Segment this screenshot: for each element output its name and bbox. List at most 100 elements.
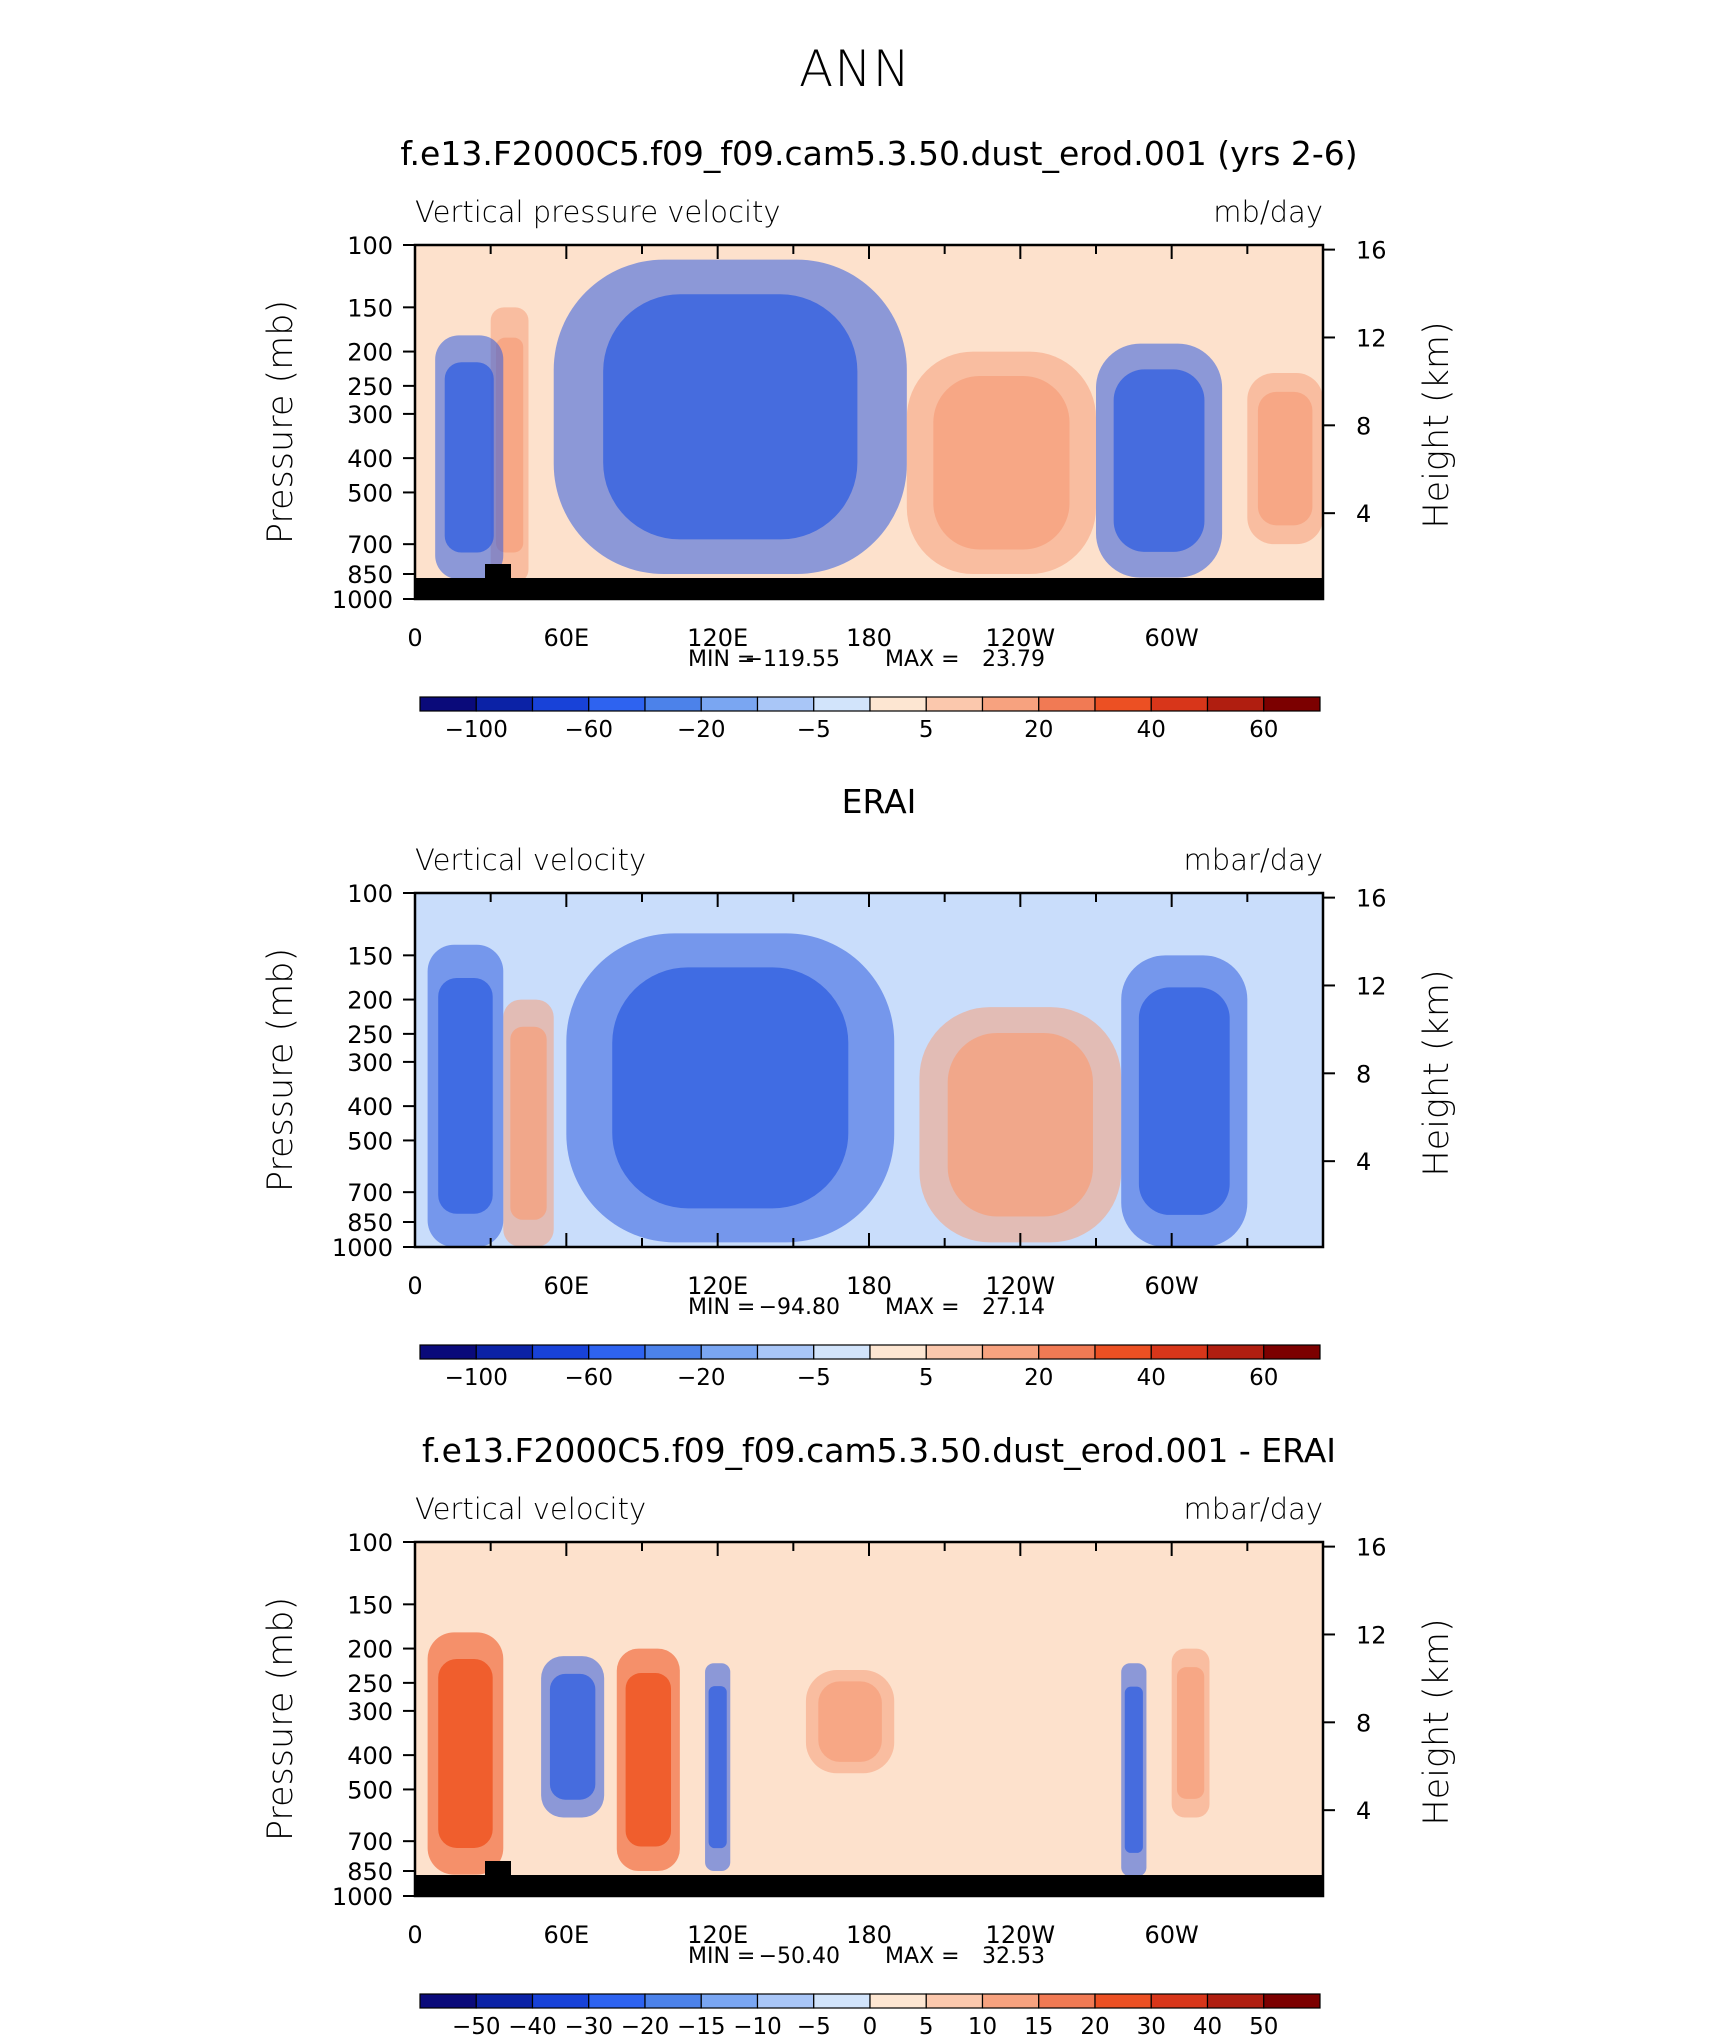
field-layer xyxy=(415,893,1323,1247)
y-tick-label: 150 xyxy=(347,1591,393,1619)
stat-max-label: MAX = xyxy=(885,1295,960,1320)
y-tick-label: 100 xyxy=(347,232,393,260)
colorbar-box xyxy=(700,696,759,712)
y-axis-title: Pressure (mb) xyxy=(261,948,301,1192)
y-tick-label: 500 xyxy=(347,479,393,507)
y-tick-label: 850 xyxy=(347,1858,393,1886)
colorbar-box xyxy=(1150,696,1209,712)
chart-panel-1: f.e13.F2000C5.f09_f09.cam5.3.50.dust_ero… xyxy=(261,134,1457,743)
y2-tick-label: 16 xyxy=(1356,885,1387,913)
colorbar-box xyxy=(419,1993,477,2009)
y-tick-label: 850 xyxy=(347,561,393,589)
stat-min-label: MIN = xyxy=(688,1944,755,1969)
colorbar-label: 40 xyxy=(1137,717,1166,743)
left-string: Vertical velocity xyxy=(415,1492,646,1526)
x-tick-label: 120W xyxy=(986,1921,1056,1949)
x-tick-label: 60E xyxy=(543,624,589,652)
y2-tick-label: 12 xyxy=(1356,972,1387,1000)
y2-axis-title: Height (km) xyxy=(1417,321,1457,528)
stat-min-value: −50.40 xyxy=(759,1944,840,1969)
field-region-6-inner xyxy=(1257,391,1313,526)
y-tick-label: 700 xyxy=(347,1179,393,1207)
colorbar-label: 60 xyxy=(1249,1365,1278,1391)
field-region-5-inner xyxy=(818,1681,882,1762)
y2-tick-label: 8 xyxy=(1356,1060,1371,1088)
field-region-4-inner xyxy=(947,1032,1093,1217)
colorbar-box xyxy=(588,1344,646,1360)
land-mask-bump xyxy=(485,564,511,580)
y2-tick-label: 12 xyxy=(1356,324,1387,352)
colorbar-box xyxy=(531,696,590,712)
field-region-5-inner xyxy=(1113,369,1205,552)
x-tick-label: 120W xyxy=(986,624,1056,652)
colorbar-box xyxy=(644,696,702,712)
colorbar-box xyxy=(981,696,1040,712)
field-region-1-inner xyxy=(510,1026,547,1220)
y-tick-label: 500 xyxy=(347,1776,393,1804)
colorbar-box xyxy=(1038,1344,1096,1360)
colorbar-box xyxy=(700,1344,759,1360)
x-tick-label: 60E xyxy=(543,1921,589,1949)
stat-max-label: MAX = xyxy=(885,647,960,672)
colorbar-box xyxy=(588,696,646,712)
stat-max-value: 27.14 xyxy=(982,1295,1045,1320)
colorbar-label: 50 xyxy=(1249,2014,1278,2038)
left-string: Vertical pressure velocity xyxy=(415,195,781,229)
x-tick-label: 60W xyxy=(1145,1921,1199,1949)
colorbar-label: −60 xyxy=(564,1365,613,1391)
colorbar-label: 15 xyxy=(1024,2014,1053,2038)
colorbar-label: −40 xyxy=(508,2014,557,2038)
y2-tick-label: 4 xyxy=(1356,1797,1371,1825)
stat-min-label: MIN = xyxy=(688,1295,755,1320)
colorbar-box xyxy=(756,1344,815,1360)
stat-min-label: MIN = xyxy=(688,647,755,672)
x-tick-label: 180 xyxy=(846,1272,892,1300)
colorbar-label: −20 xyxy=(621,2014,670,2038)
colorbar-label: −10 xyxy=(733,2014,782,2038)
colorbar-label: −100 xyxy=(445,1365,508,1391)
colorbar-box xyxy=(419,1344,477,1360)
x-tick-label: 60W xyxy=(1145,1272,1199,1300)
colorbar-box xyxy=(925,696,984,712)
x-tick-label: 120E xyxy=(687,1272,748,1300)
y-tick-label: 700 xyxy=(347,1828,393,1856)
y-tick-label: 500 xyxy=(347,1127,393,1155)
land-mask-bump xyxy=(485,1861,511,1877)
colorbar-label: 5 xyxy=(919,2014,934,2038)
colorbar-box xyxy=(1263,1344,1321,1360)
figure-title: ANN xyxy=(798,40,911,98)
field-region-2-inner xyxy=(549,1673,596,1800)
field-region-4-inner xyxy=(708,1686,727,1849)
colorbar-box xyxy=(869,1344,927,1360)
colorbar-box xyxy=(475,1344,534,1360)
right-string: mb/day xyxy=(1213,195,1323,229)
colorbar-box xyxy=(1206,1993,1265,2009)
panel-title: f.e13.F2000C5.f09_f09.cam5.3.50.dust_ero… xyxy=(422,1431,1336,1470)
field-layer xyxy=(415,245,1323,599)
colorbar-box xyxy=(981,1993,1040,2009)
colorbar-label: −5 xyxy=(797,1365,831,1391)
y2-tick-label: 16 xyxy=(1356,1534,1387,1562)
chart-panel-3: f.e13.F2000C5.f09_f09.cam5.3.50.dust_ero… xyxy=(261,1431,1457,2038)
colorbar-box xyxy=(475,1993,534,2009)
colorbar-label: −20 xyxy=(677,1365,726,1391)
colorbar-label: 40 xyxy=(1193,2014,1222,2038)
x-tick-label: 0 xyxy=(407,1921,422,1949)
colorbar-label: −5 xyxy=(797,2014,831,2038)
colorbar-label: −50 xyxy=(452,2014,501,2038)
colorbar-box xyxy=(1038,1993,1096,2009)
y-tick-label: 1000 xyxy=(332,1234,393,1262)
y-tick-label: 1000 xyxy=(332,586,393,614)
colorbar-box xyxy=(981,1344,1040,1360)
colorbar-box xyxy=(1263,1993,1321,2009)
colorbar-box xyxy=(419,696,477,712)
colorbar-box xyxy=(1263,696,1321,712)
y-tick-label: 250 xyxy=(347,1021,393,1049)
stat-max-label: MAX = xyxy=(885,1944,960,1969)
y-tick-label: 150 xyxy=(347,942,393,970)
colorbar-label: 40 xyxy=(1137,1365,1166,1391)
left-string: Vertical velocity xyxy=(415,843,646,877)
colorbar-box xyxy=(1094,1344,1152,1360)
x-tick-label: 120E xyxy=(687,624,748,652)
x-tick-label: 120E xyxy=(687,1921,748,1949)
